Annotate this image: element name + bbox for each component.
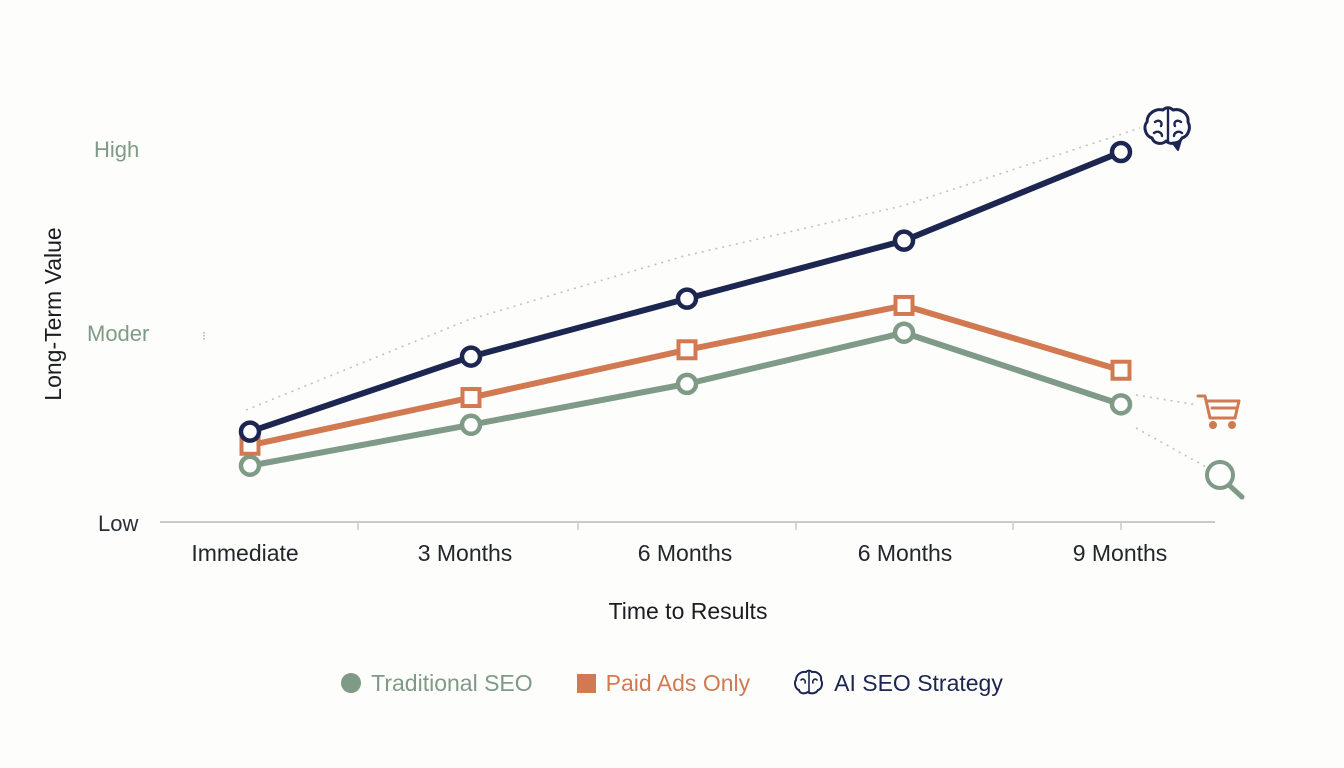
data-point-ai-seo-strategy	[1109, 140, 1133, 164]
data-point-paid-ads-only	[676, 339, 698, 361]
y-tick-label-moderate: Moder	[87, 321, 149, 346]
legend-label: AI SEO Strategy	[834, 669, 1003, 696]
data-point-paid-ads-only	[460, 387, 482, 409]
y-tick-label-high: High	[94, 137, 139, 162]
x-tick-label: 6 Months	[638, 540, 733, 566]
data-point-ai-seo-strategy	[675, 287, 699, 310]
x-tick-label: 3 Months	[418, 540, 513, 566]
shopping-cart-icon	[1196, 394, 1241, 429]
trend-guides	[245, 127, 1209, 469]
trend-guide-line	[1135, 427, 1209, 469]
y-axis-title: Long-Term Value	[40, 227, 66, 400]
search-icon	[1205, 460, 1245, 500]
data-point-ai-seo-strategy	[238, 420, 262, 443]
brain-icon	[794, 669, 824, 695]
data-point-ai-seo-strategy	[459, 345, 483, 368]
data-point-traditional-seo	[238, 454, 262, 477]
legend-label: Paid Ads Only	[605, 669, 751, 696]
stray-mark: ⁝	[202, 329, 206, 343]
x-tick-label: Immediate	[191, 540, 298, 566]
y-tick-label-low: Low	[98, 511, 138, 536]
square-marker-icon	[576, 673, 596, 693]
data-point-paid-ads-only	[1110, 359, 1132, 381]
circle-marker-icon	[341, 673, 362, 693]
data-point-traditional-seo	[675, 372, 699, 396]
trend-guide-line	[245, 127, 1141, 411]
data-point-traditional-seo	[1109, 393, 1133, 416]
x-tick-label: 9 Months	[1073, 540, 1168, 566]
legend-item-traditional-seo: Traditional SEO	[341, 670, 533, 697]
data-point-traditional-seo	[892, 321, 916, 344]
data-point-traditional-seo	[459, 413, 483, 437]
legend-label: Traditional SEO	[371, 669, 533, 696]
series-layer	[238, 140, 1133, 477]
x-tick-label: 6 Months	[858, 540, 953, 566]
legend-item-ai-seo-strategy: AI SEO Strategy	[794, 668, 1003, 698]
legend-item-paid-ads-only: Paid Ads Only	[576, 669, 751, 697]
brain-icon	[1143, 106, 1191, 151]
x-axis-ticks	[357, 522, 1122, 530]
data-point-ai-seo-strategy	[892, 229, 916, 252]
legend: Traditional SEO Paid Ads Only AI SEO Str…	[0, 668, 1344, 698]
data-point-paid-ads-only	[893, 294, 915, 316]
x-axis-title: Time to Results	[609, 598, 768, 624]
trend-guide-line	[1135, 394, 1199, 406]
